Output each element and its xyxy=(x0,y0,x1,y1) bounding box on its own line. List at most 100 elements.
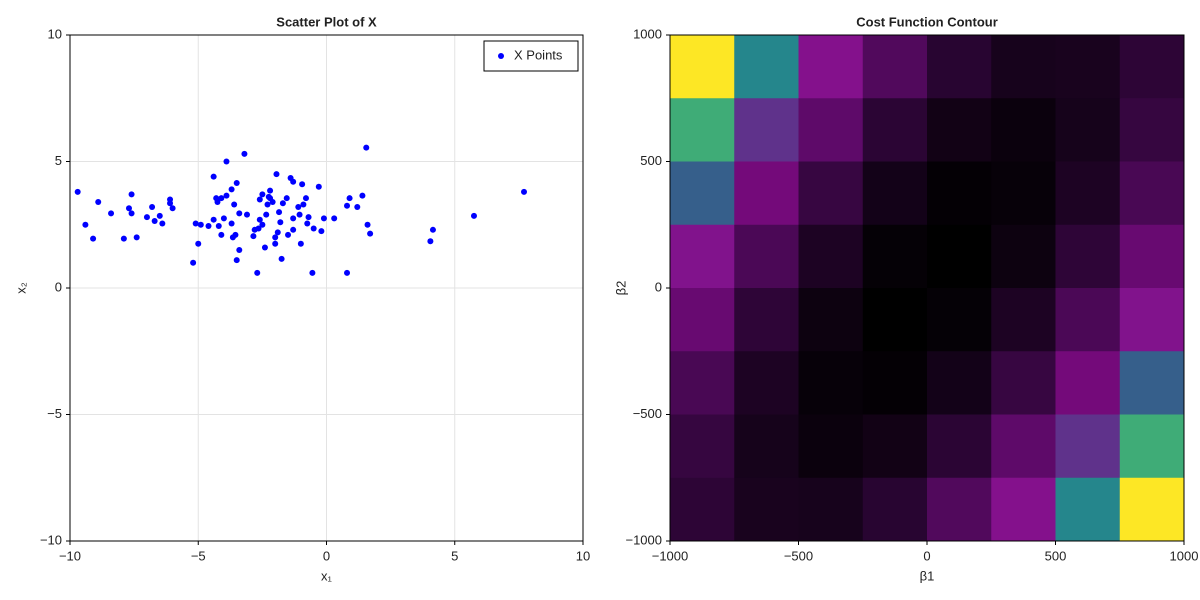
contour-cell xyxy=(862,288,928,352)
contour-cell xyxy=(670,224,735,289)
scatter-point xyxy=(218,195,225,202)
scatter-point xyxy=(82,221,89,228)
scatter-point xyxy=(243,211,250,218)
contour-cell xyxy=(862,477,928,541)
scatter-point xyxy=(302,195,309,202)
x-tick-label: 5 xyxy=(451,548,458,563)
scatter-point xyxy=(297,240,304,247)
scatter-point xyxy=(236,210,243,217)
scatter-point xyxy=(254,269,261,276)
scatter-point xyxy=(231,201,238,208)
contour-cell xyxy=(1055,414,1121,479)
scatter-point xyxy=(128,210,135,217)
scatter-point xyxy=(149,204,156,211)
contour-cell xyxy=(927,98,992,162)
scatter-point xyxy=(290,226,297,233)
scatter-point xyxy=(214,198,221,205)
contour-cell xyxy=(1119,477,1184,541)
y-tick-label: −1000 xyxy=(625,532,662,547)
x-tick-label: −10 xyxy=(59,548,81,563)
scatter-point xyxy=(315,183,322,190)
scatter-point xyxy=(205,223,212,230)
scatter-point xyxy=(320,215,327,222)
scatter-point xyxy=(429,226,436,233)
scatter-point xyxy=(197,221,204,228)
scatter-point xyxy=(255,225,262,232)
scatter-point xyxy=(250,233,257,240)
chart-title: Cost Function Contour xyxy=(856,14,998,29)
y-axis-label: x₂ xyxy=(13,282,28,294)
contour-cell xyxy=(670,477,735,541)
scatter-point xyxy=(156,212,163,219)
scatter-point xyxy=(159,220,166,227)
scatter-point xyxy=(233,257,240,264)
scatter-point xyxy=(233,180,240,187)
x-tick-label: 0 xyxy=(923,548,930,563)
contour-cell xyxy=(670,98,735,162)
scatter-point xyxy=(304,220,311,227)
contour-cell xyxy=(1119,414,1184,479)
scatter-point xyxy=(277,219,284,226)
scatter-point xyxy=(128,191,135,198)
scatter-point xyxy=(264,201,271,208)
scatter-point xyxy=(367,230,374,237)
scatter-point xyxy=(521,188,528,195)
contour-cell xyxy=(1119,224,1184,289)
y-tick-label: 1000 xyxy=(633,26,662,41)
contour-cell xyxy=(1055,477,1121,541)
contour-cell xyxy=(798,414,864,479)
axes-frame xyxy=(69,34,584,542)
scatter-point xyxy=(241,150,248,157)
scatter-point xyxy=(167,200,174,207)
contour-cell xyxy=(670,161,735,226)
contour-cell xyxy=(1119,35,1184,99)
scatter-point xyxy=(215,223,222,230)
scatter-point xyxy=(195,240,202,247)
scatter-point xyxy=(276,209,283,216)
scatter-point xyxy=(95,198,102,205)
scatter-point xyxy=(331,215,338,222)
scatter-point xyxy=(228,186,235,193)
contour-cell xyxy=(862,414,928,479)
contour-cell xyxy=(927,224,992,289)
scatter-point xyxy=(354,204,361,211)
x-tick-label: −1000 xyxy=(652,548,689,563)
contour-cell xyxy=(1055,161,1121,226)
y-tick-label: 0 xyxy=(655,279,662,294)
contour-cell xyxy=(927,414,992,479)
scatter-point xyxy=(90,235,97,242)
x-tick-label: −5 xyxy=(191,548,206,563)
scatter-point xyxy=(143,214,150,221)
scatter-point xyxy=(295,204,302,211)
contour-cell xyxy=(862,161,928,226)
contour-cell xyxy=(670,35,735,99)
contour-cell xyxy=(734,477,799,541)
contour-cell xyxy=(991,224,1056,289)
contour-cell xyxy=(798,161,864,226)
contour-cell xyxy=(734,351,799,415)
scatter-point xyxy=(279,200,286,207)
scatter-point xyxy=(344,269,351,276)
contour-cell xyxy=(927,35,992,99)
scatter-point xyxy=(470,212,477,219)
scatter-point xyxy=(278,255,285,262)
scatter-point xyxy=(108,210,115,217)
scatter-point xyxy=(290,215,297,222)
scatter-point xyxy=(74,188,81,195)
y-tick-label: 500 xyxy=(640,153,662,168)
x-axis-label: β1 xyxy=(920,568,935,583)
scatter-point xyxy=(210,173,217,180)
scatter-point xyxy=(256,216,263,223)
scatter-point xyxy=(210,216,217,223)
contour-cell xyxy=(927,477,992,541)
contour-cell xyxy=(991,35,1056,99)
contour-cell xyxy=(991,414,1056,479)
scatter-point xyxy=(299,181,306,188)
scatter-point xyxy=(125,205,132,212)
contour-cell xyxy=(1119,98,1184,162)
scatter-point xyxy=(263,211,270,218)
scatter-point xyxy=(274,229,281,236)
contour-cell xyxy=(991,351,1056,415)
scatter-point xyxy=(318,228,325,235)
scatter-point xyxy=(267,187,274,194)
